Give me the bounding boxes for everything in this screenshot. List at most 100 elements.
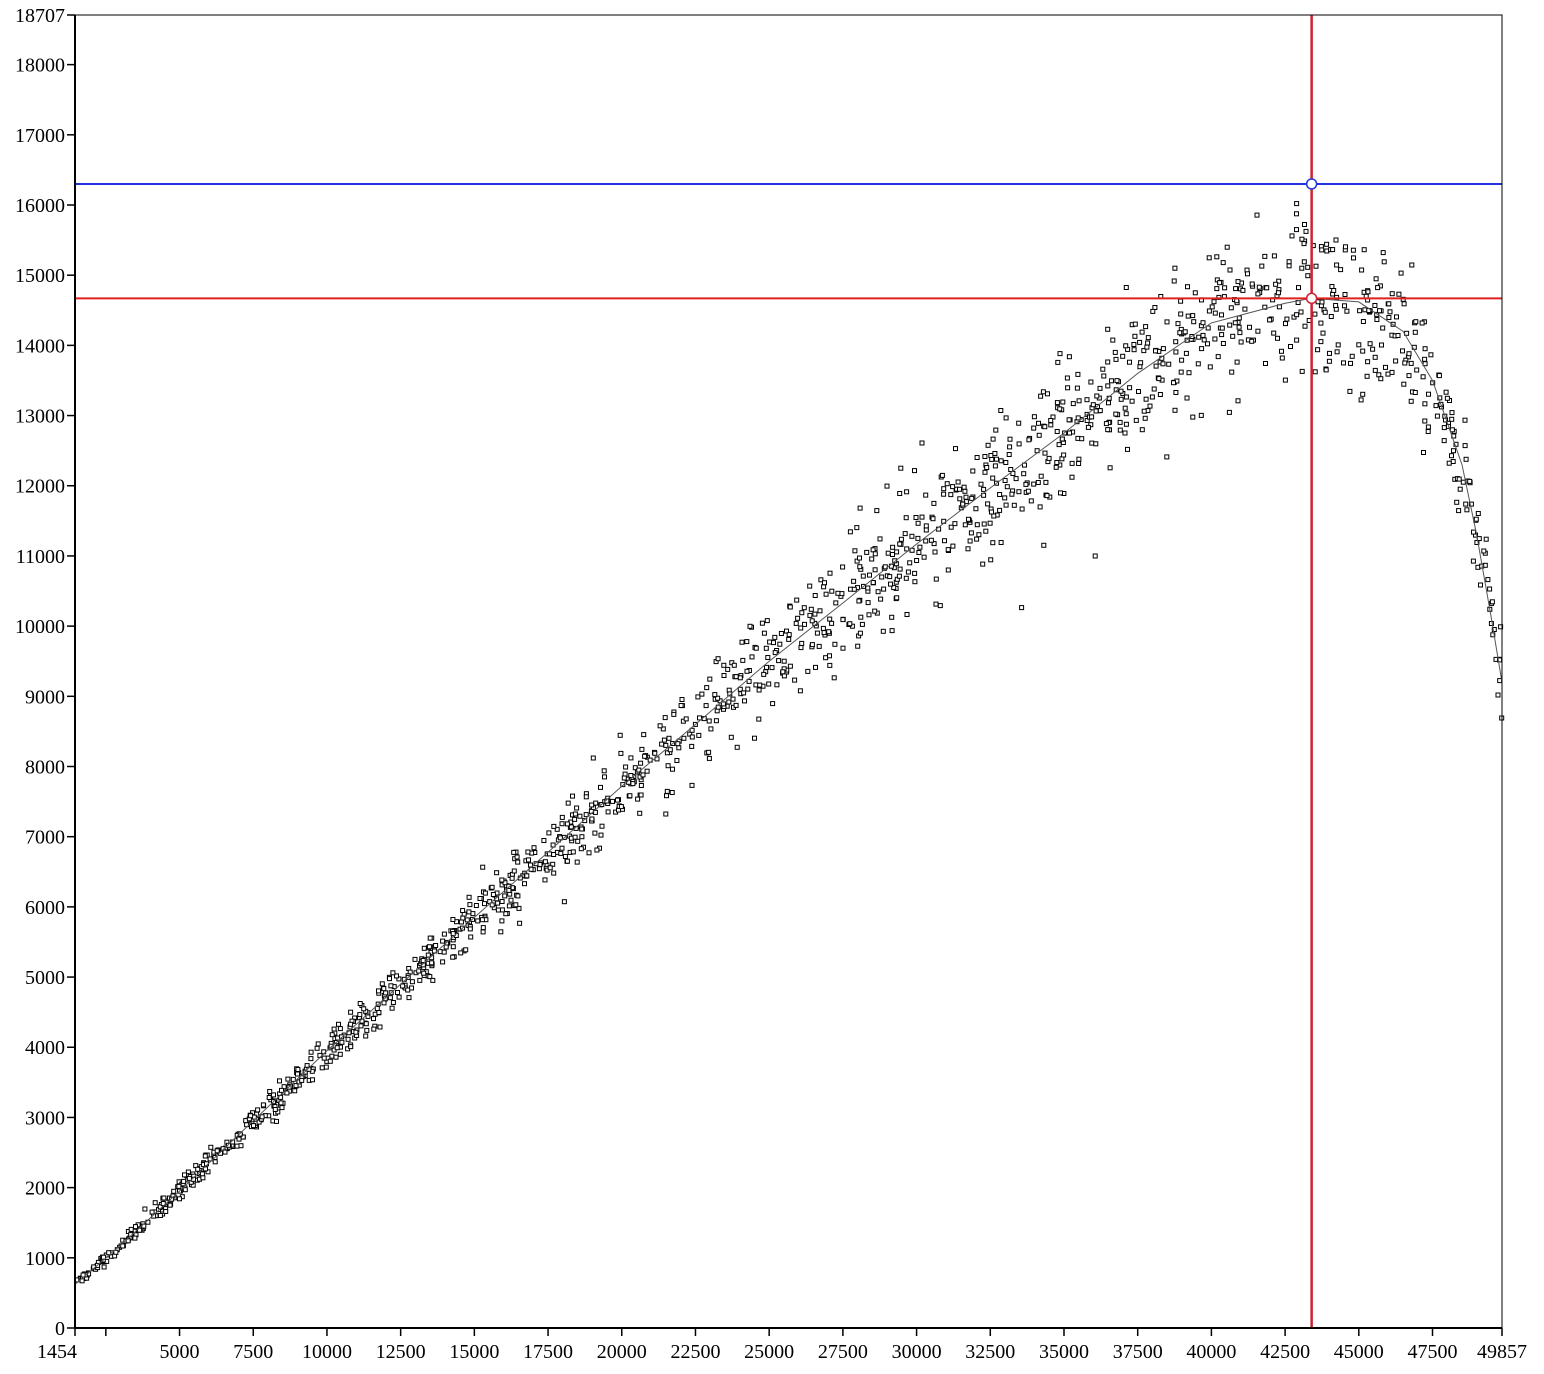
scatter-point [132, 1235, 138, 1241]
scatter-point [827, 570, 833, 576]
scatter-point [891, 585, 897, 591]
scatter-point [897, 566, 903, 572]
scatter-point [1042, 424, 1048, 430]
scatter-point [1212, 310, 1218, 316]
scatter-point [831, 675, 837, 681]
scatter-point [1319, 247, 1325, 253]
scatter-point [575, 838, 581, 844]
scatter-point [339, 1039, 345, 1045]
scatter-point [1156, 376, 1162, 382]
scatter-point [860, 573, 866, 579]
scatter-point [759, 620, 765, 626]
scatter-point [620, 782, 626, 788]
x-tick-label: 10000 [302, 1341, 352, 1363]
scatter-point [635, 796, 641, 802]
scatter-point [921, 554, 927, 560]
scatter-point [1349, 353, 1355, 359]
scatter-point [1408, 398, 1414, 404]
scatter-point [443, 944, 449, 950]
scatter-point [761, 671, 767, 677]
scatter-point [237, 1131, 243, 1137]
scatter-point [506, 887, 512, 893]
scatter-point [914, 558, 920, 563]
scatter-point [905, 569, 911, 575]
scatter-point [1084, 397, 1090, 403]
scatter-point [1192, 290, 1198, 296]
scatter-point [506, 903, 512, 909]
scatter-point [528, 862, 533, 868]
scatter-point [363, 1021, 369, 1027]
scatter-point [923, 523, 929, 529]
scatter-point [1286, 259, 1292, 265]
scatter-point [904, 489, 910, 495]
scatter-point [1326, 358, 1332, 364]
scatter-point [865, 600, 871, 606]
scatter-point [627, 793, 633, 799]
scatter-point [1118, 388, 1124, 394]
y-tick-label: 5000 [25, 967, 65, 989]
scatter-point [1385, 371, 1391, 377]
scatter-point [807, 612, 813, 618]
scatter-point [715, 656, 721, 662]
scatter-point [259, 1114, 265, 1120]
scatter-point [855, 643, 861, 649]
scatter-point [1395, 333, 1401, 338]
scatter-point [1076, 461, 1082, 466]
scatter-point [706, 718, 712, 724]
scatter-point [450, 931, 456, 937]
scatter-point [321, 1055, 327, 1061]
scatter-point [589, 802, 595, 808]
scatter-point [1468, 501, 1474, 507]
scatter-point [704, 685, 710, 691]
scatter-point [1380, 250, 1386, 256]
scatter-point [1153, 348, 1158, 354]
scatter-point [467, 902, 473, 908]
scatter-point [1487, 586, 1493, 592]
scatter-point [829, 588, 835, 594]
scatter-point [388, 983, 394, 989]
scatter-point [792, 677, 798, 683]
scatter-point [1059, 436, 1065, 442]
scatter-point [208, 1144, 214, 1150]
x-tick-label: 49857 [1477, 1341, 1527, 1363]
scatter-point [412, 956, 418, 962]
scatter-point [1143, 324, 1149, 330]
scatter-point [745, 686, 751, 692]
scatter-point [1433, 403, 1439, 409]
scatter-point [826, 629, 832, 635]
scatter-point [1271, 253, 1277, 259]
scatter-point [433, 943, 439, 948]
scatter-point [1343, 244, 1348, 250]
scatter-point [1422, 356, 1428, 362]
scatter-point [583, 794, 589, 800]
scatter-point [1153, 363, 1159, 369]
scatter-point [794, 597, 800, 603]
scatter-point [1171, 380, 1176, 386]
scatter-point [780, 669, 786, 675]
scatter-point [993, 427, 999, 433]
scatter-point [621, 775, 627, 781]
scatter-point [1195, 361, 1201, 367]
scatter-point [752, 735, 757, 741]
scatter-point [814, 630, 820, 636]
y-tick-label: 3000 [25, 1107, 65, 1129]
scatter-point [348, 1009, 354, 1015]
y-tick-label: 0 [55, 1318, 65, 1340]
scatter-point [1474, 540, 1480, 545]
scatter-point [502, 893, 508, 899]
scatter-point [784, 628, 789, 634]
scatter-point [1053, 464, 1059, 470]
scatter-point [812, 611, 818, 617]
scatter-point [1048, 422, 1054, 428]
scatter-point [1413, 319, 1419, 325]
scatter-point [994, 456, 999, 462]
scatter-point [1004, 484, 1010, 490]
scatter-point [933, 601, 939, 607]
scatter-point [851, 586, 857, 592]
scatter-point [875, 589, 881, 595]
scatter-point [733, 674, 739, 680]
scatter-point [1178, 369, 1184, 375]
scatter-point [480, 864, 486, 870]
scatter-point [1350, 247, 1356, 253]
scatter-point [1315, 347, 1321, 353]
